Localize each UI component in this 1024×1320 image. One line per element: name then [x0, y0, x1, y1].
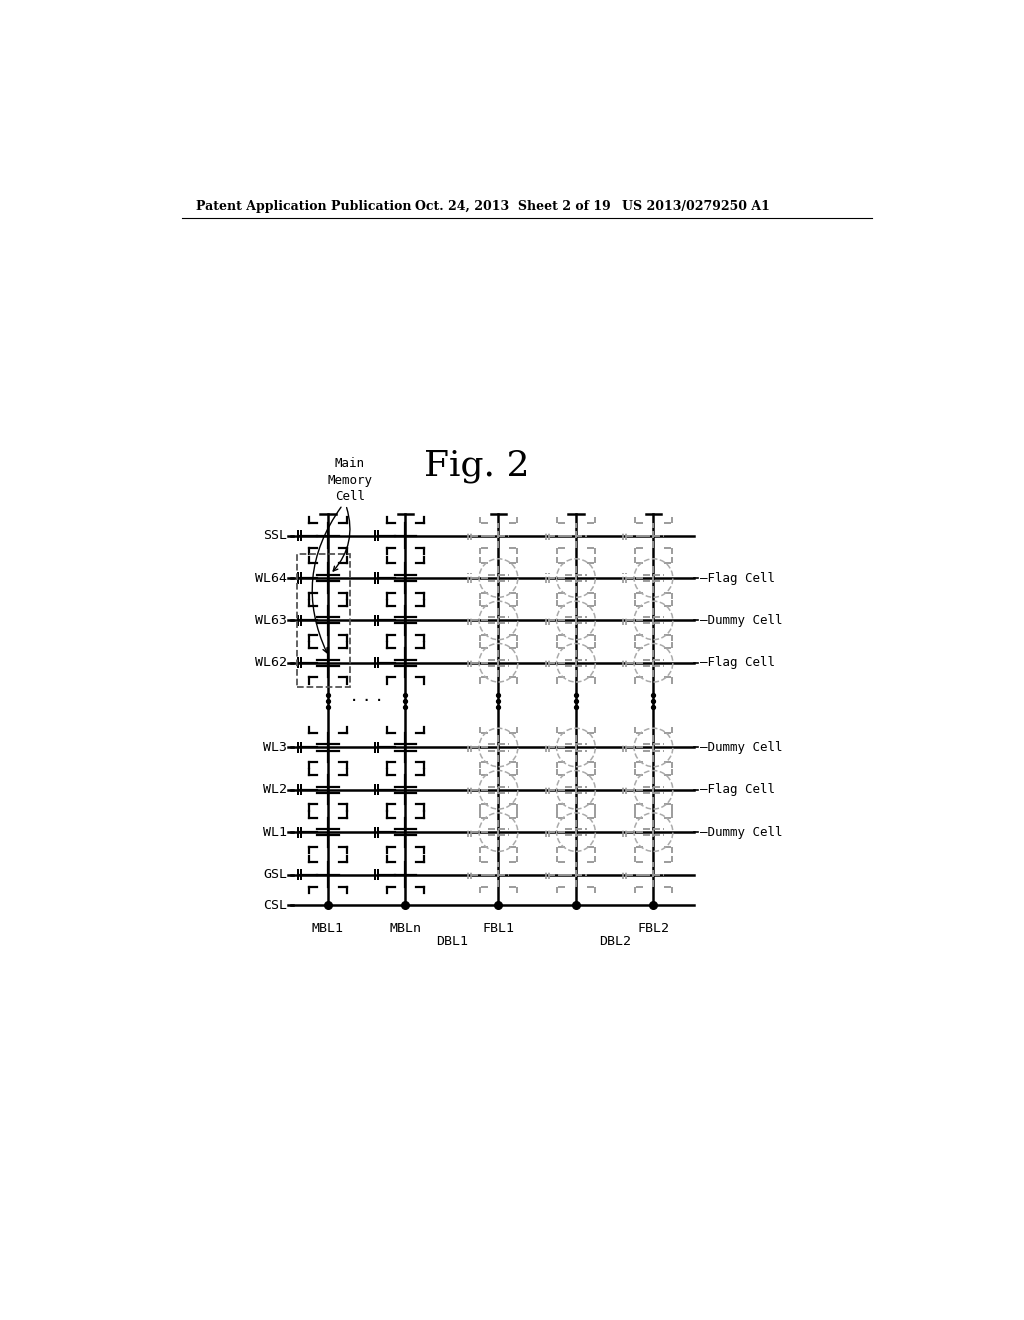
Bar: [297, 554, 349, 686]
Text: Patent Application Publication: Patent Application Publication: [197, 199, 412, 213]
Text: WL2: WL2: [263, 783, 287, 796]
Text: —Flag Cell: —Flag Cell: [700, 572, 775, 585]
Text: WL63: WL63: [255, 614, 287, 627]
Text: CSL: CSL: [263, 899, 287, 912]
Text: US 2013/0279250 A1: US 2013/0279250 A1: [622, 199, 770, 213]
Text: MBLn: MBLn: [389, 923, 422, 936]
FancyArrowPatch shape: [333, 508, 350, 572]
Text: FBL2: FBL2: [638, 923, 670, 936]
Text: MBL1: MBL1: [312, 923, 344, 936]
Text: —Flag Cell: —Flag Cell: [700, 783, 775, 796]
Text: Oct. 24, 2013  Sheet 2 of 19: Oct. 24, 2013 Sheet 2 of 19: [415, 199, 610, 213]
Text: —Dummy Cell: —Dummy Cell: [700, 741, 782, 754]
Text: WL1: WL1: [263, 825, 287, 838]
Text: FBL1: FBL1: [482, 923, 514, 936]
Text: WL62: WL62: [255, 656, 287, 669]
Text: DBL2: DBL2: [599, 935, 631, 948]
Text: GSL: GSL: [263, 869, 287, 880]
Text: · · ·: · · ·: [351, 692, 382, 710]
Text: SSL: SSL: [263, 529, 287, 543]
Text: WL3: WL3: [263, 741, 287, 754]
Text: DBL1: DBL1: [436, 935, 468, 948]
Text: Main
Memory
Cell: Main Memory Cell: [327, 457, 372, 503]
Text: —Dummy Cell: —Dummy Cell: [700, 614, 782, 627]
Text: Fig. 2: Fig. 2: [424, 449, 529, 483]
Text: —Flag Cell: —Flag Cell: [700, 656, 775, 669]
Text: —Dummy Cell: —Dummy Cell: [700, 825, 782, 838]
Text: WL64: WL64: [255, 572, 287, 585]
FancyArrowPatch shape: [312, 507, 341, 652]
